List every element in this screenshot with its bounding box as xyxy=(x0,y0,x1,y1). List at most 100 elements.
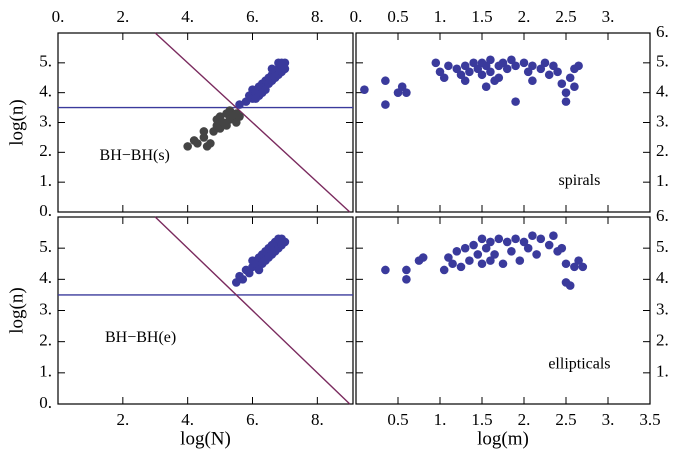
point xyxy=(553,67,562,77)
point xyxy=(402,265,411,275)
point xyxy=(549,231,558,240)
y-tick-label: 3. xyxy=(39,111,52,130)
point xyxy=(460,243,470,253)
point xyxy=(238,275,248,284)
point xyxy=(565,73,575,83)
point xyxy=(498,259,508,269)
point xyxy=(481,61,491,71)
y-tick-label: 1. xyxy=(39,171,52,190)
point xyxy=(277,58,286,68)
point xyxy=(439,73,449,83)
x-tick-label: 6. xyxy=(246,410,259,429)
point xyxy=(528,61,537,71)
y-tick-label: 5. xyxy=(656,237,669,256)
point xyxy=(280,237,290,247)
point xyxy=(486,55,495,65)
point xyxy=(519,58,529,68)
point xyxy=(418,253,428,262)
x-tick-label: 2. xyxy=(116,7,129,26)
point xyxy=(473,250,483,259)
point xyxy=(532,250,541,259)
y-tick-label: 6. xyxy=(656,206,669,225)
x-tick-label: 1. xyxy=(434,410,447,429)
point xyxy=(206,139,215,148)
point xyxy=(561,97,571,106)
reference-line xyxy=(154,32,351,213)
point xyxy=(481,243,491,253)
point xyxy=(465,256,474,265)
annotation: ellipticals xyxy=(548,355,610,372)
x-tick-label: 0.5 xyxy=(387,410,408,429)
point xyxy=(360,85,369,94)
y-tick-label: 6. xyxy=(656,22,669,41)
point xyxy=(486,67,495,77)
y-tick-label: 2. xyxy=(39,331,52,350)
y-tick-label: 4. xyxy=(39,82,52,101)
point xyxy=(561,88,571,97)
x-tick-label: 2. xyxy=(518,410,531,429)
y-tick-label: 3. xyxy=(39,299,52,318)
y-tick-label: 1. xyxy=(656,362,669,381)
point xyxy=(528,76,537,86)
point xyxy=(507,246,516,256)
point xyxy=(549,61,558,71)
x-tick-label: 2. xyxy=(518,7,531,26)
point xyxy=(536,64,546,74)
reference-line xyxy=(154,216,351,405)
y-tick-label: 5. xyxy=(39,52,52,71)
point xyxy=(570,82,579,91)
point xyxy=(486,237,495,247)
panel-frame xyxy=(57,32,354,213)
y-tick-label: 2. xyxy=(656,331,669,350)
point xyxy=(570,262,579,272)
point xyxy=(452,246,462,256)
x-tick-label: 2. xyxy=(116,410,129,429)
point xyxy=(235,112,244,121)
point xyxy=(448,259,457,269)
point xyxy=(557,243,567,253)
annotation: BH−BH(s) xyxy=(100,147,170,164)
point xyxy=(574,256,583,265)
y-tick-label: 2. xyxy=(39,141,52,160)
y-tick-label: 3. xyxy=(656,111,669,130)
x-tick-label: 2.5 xyxy=(555,410,576,429)
point xyxy=(431,58,441,68)
x-tick-label: 0.5 xyxy=(387,7,408,26)
annotation: BH−BH(e) xyxy=(105,329,176,346)
x-tick-label: 3. xyxy=(602,7,615,26)
x-tick-label: 4. xyxy=(181,7,194,26)
point xyxy=(494,234,504,244)
point xyxy=(402,275,411,284)
point xyxy=(444,253,453,262)
x-tick-label: 6. xyxy=(246,7,259,26)
point xyxy=(235,100,244,109)
y-tick-label: 2. xyxy=(656,141,669,160)
point xyxy=(469,58,478,68)
point xyxy=(486,256,495,265)
x-tick-label: 8. xyxy=(311,410,324,429)
x-tick-label: 0. xyxy=(350,7,363,26)
annotation: spirals xyxy=(559,172,601,189)
y-axis-label: log(n) xyxy=(6,287,27,333)
point xyxy=(511,97,520,106)
point xyxy=(381,265,390,275)
point xyxy=(561,259,571,269)
point xyxy=(507,55,516,65)
point xyxy=(393,88,403,97)
point xyxy=(565,281,575,290)
x-tick-label: 3. xyxy=(602,410,615,429)
point xyxy=(502,64,512,74)
x-axis-label: log(m) xyxy=(477,428,529,449)
point xyxy=(456,70,466,80)
point xyxy=(469,240,478,250)
x-tick-label: 1. xyxy=(434,7,447,26)
point xyxy=(523,67,533,77)
point xyxy=(515,256,525,265)
x-tick-label: 0. xyxy=(52,7,65,26)
y-tick-label: 4. xyxy=(656,82,669,101)
x-tick-label: 3.5 xyxy=(639,410,660,429)
point xyxy=(183,142,192,151)
x-tick-label: 8. xyxy=(311,7,324,26)
y-tick-label: 3. xyxy=(656,299,669,318)
